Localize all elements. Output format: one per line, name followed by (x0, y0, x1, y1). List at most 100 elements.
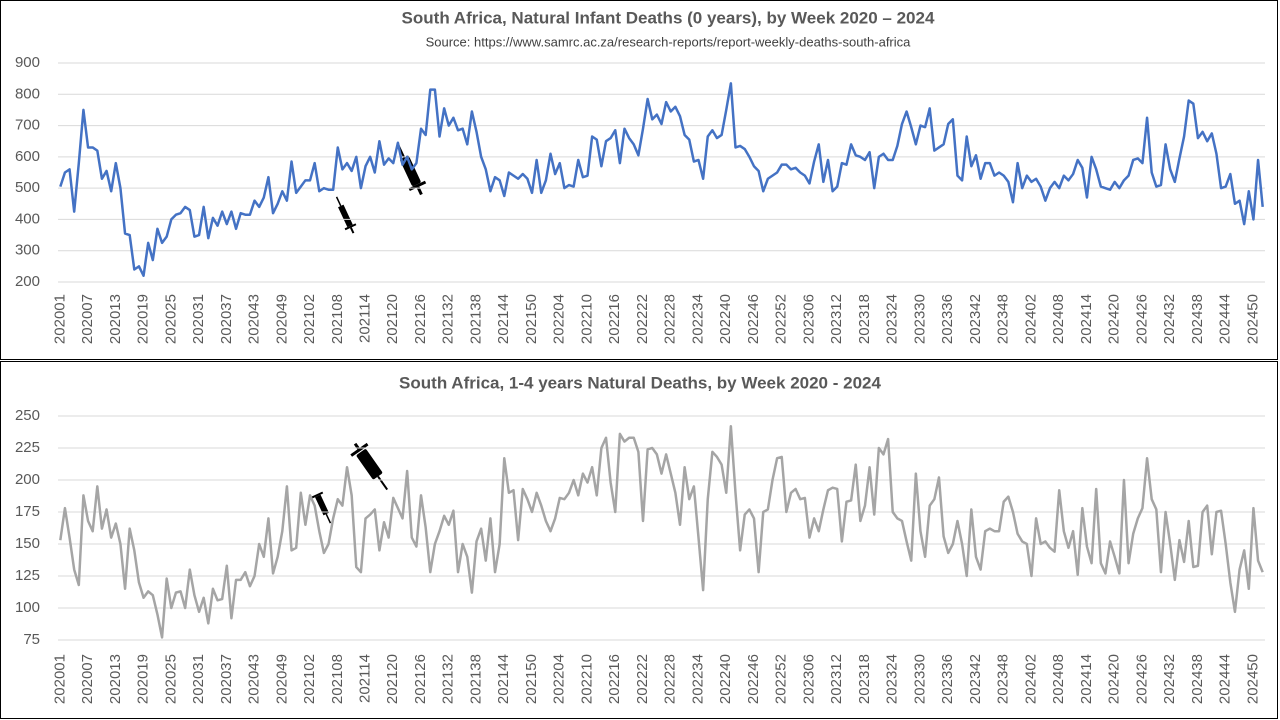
x-tick-label: 202001 (51, 294, 68, 344)
x-tick-label: 202342 (967, 294, 984, 344)
x-tick-label: 202013 (107, 294, 124, 344)
x-tick-label: 202031 (190, 654, 207, 704)
x-tick-label: 202420 (1106, 294, 1123, 344)
x-tick-label: 202252 (773, 294, 790, 344)
x-tick-label: 202402 (1022, 294, 1039, 344)
y-tick-label: 125 (15, 567, 40, 584)
x-tick-label: 202336 (939, 654, 956, 704)
y-tick-label: 100 (15, 599, 40, 616)
x-tick-label: 202216 (606, 294, 623, 344)
x-tick-label: 202049 (273, 294, 290, 344)
x-tick-label: 202408 (1050, 294, 1067, 344)
x-tick-label: 202204 (551, 654, 568, 704)
x-tick-label: 202043 (246, 654, 263, 704)
x-tick-label: 202318 (856, 654, 873, 704)
x-tick-label: 202324 (884, 654, 901, 704)
x-tick-label: 202132 (440, 654, 457, 704)
x-tick-label: 202120 (384, 654, 401, 704)
x-tick-label: 202037 (218, 654, 235, 704)
x-tick-label: 202414 (1078, 294, 1095, 344)
x-tick-label: 202019 (135, 294, 152, 344)
x-tick-label: 202132 (440, 294, 457, 344)
x-tick-label: 202438 (1189, 654, 1206, 704)
x-tick-label: 202234 (689, 294, 706, 344)
x-tick-label: 202324 (884, 294, 901, 344)
x-tick-label: 202037 (218, 294, 235, 344)
chart-title: South Africa, Natural Infant Deaths (0 y… (402, 8, 935, 27)
x-tick-label: 202306 (800, 654, 817, 704)
x-tick-label: 202408 (1050, 654, 1067, 704)
x-tick-label: 202228 (662, 654, 679, 704)
x-tick-label: 202114 (356, 654, 373, 703)
x-tick-label: 202204 (551, 294, 568, 344)
x-tick-label: 202222 (634, 654, 651, 704)
x-tick-label: 202234 (689, 654, 706, 704)
chart-frame (0, 361, 1278, 719)
x-tick-label: 202222 (634, 294, 651, 344)
x-tick-label: 202210 (578, 654, 595, 704)
x-tick-label: 202043 (246, 294, 263, 344)
x-tick-label: 202031 (190, 294, 207, 344)
x-tick-label: 202444 (1217, 654, 1234, 704)
x-tick-label: 202007 (79, 294, 96, 344)
x-tick-label: 202450 (1244, 294, 1261, 344)
y-tick-label: 75 (23, 631, 40, 648)
x-tick-label: 202426 (1133, 294, 1150, 344)
chart-title: South Africa, 1-4 years Natural Deaths, … (399, 373, 881, 392)
x-tick-label: 202348 (995, 294, 1012, 344)
x-tick-label: 202240 (717, 294, 734, 344)
x-tick-label: 202432 (1161, 294, 1178, 344)
x-tick-label: 202001 (51, 654, 68, 704)
x-tick-label: 202450 (1244, 654, 1261, 704)
x-tick-label: 202126 (412, 654, 429, 704)
x-tick-label: 202306 (800, 294, 817, 344)
x-tick-label: 202432 (1161, 654, 1178, 704)
x-tick-label: 202402 (1022, 654, 1039, 704)
y-tick-label: 200 (15, 471, 40, 488)
x-tick-label: 202049 (273, 654, 290, 704)
x-tick-label: 202013 (107, 654, 124, 704)
x-tick-label: 202102 (301, 294, 318, 344)
x-tick-label: 202336 (939, 294, 956, 344)
x-tick-label: 202138 (467, 654, 484, 704)
x-tick-label: 202240 (717, 654, 734, 704)
x-tick-label: 202348 (995, 654, 1012, 704)
x-tick-label: 202330 (911, 294, 928, 344)
y-tick-label: 900 (15, 54, 40, 71)
x-tick-label: 202426 (1133, 654, 1150, 704)
x-tick-label: 202318 (856, 294, 873, 344)
x-tick-label: 202246 (745, 294, 762, 344)
x-tick-label: 202330 (911, 654, 928, 704)
x-tick-label: 202102 (301, 654, 318, 704)
x-tick-label: 202126 (412, 294, 429, 344)
y-tick-label: 700 (15, 117, 40, 134)
x-tick-label: 202144 (495, 294, 512, 344)
x-tick-label: 202138 (467, 294, 484, 344)
data-line (59, 82, 1264, 277)
chart-subtitle: Source: https://www.samrc.ac.za/research… (426, 34, 912, 49)
x-tick-label: 202120 (384, 294, 401, 344)
x-tick-label: 202019 (135, 654, 152, 704)
x-tick-label: 202312 (828, 294, 845, 344)
x-tick-label: 202252 (773, 654, 790, 704)
x-tick-label: 202420 (1106, 654, 1123, 704)
x-tick-label: 202150 (523, 294, 540, 344)
y-tick-label: 400 (15, 210, 40, 227)
y-tick-label: 225 (15, 439, 40, 456)
y-tick-label: 600 (15, 148, 40, 165)
x-tick-label: 202108 (329, 654, 346, 704)
y-tick-label: 300 (15, 242, 40, 259)
x-tick-label: 202342 (967, 654, 984, 704)
x-tick-label: 202414 (1078, 654, 1095, 704)
y-tick-label: 150 (15, 535, 40, 552)
x-tick-label: 202246 (745, 654, 762, 704)
x-tick-label: 202228 (662, 294, 679, 344)
syringe-icon (311, 491, 332, 524)
y-tick-label: 500 (15, 179, 40, 196)
x-tick-label: 202150 (523, 654, 540, 704)
x-tick-label: 202210 (578, 294, 595, 344)
x-tick-label: 202025 (162, 294, 179, 344)
x-tick-label: 202444 (1217, 294, 1234, 344)
